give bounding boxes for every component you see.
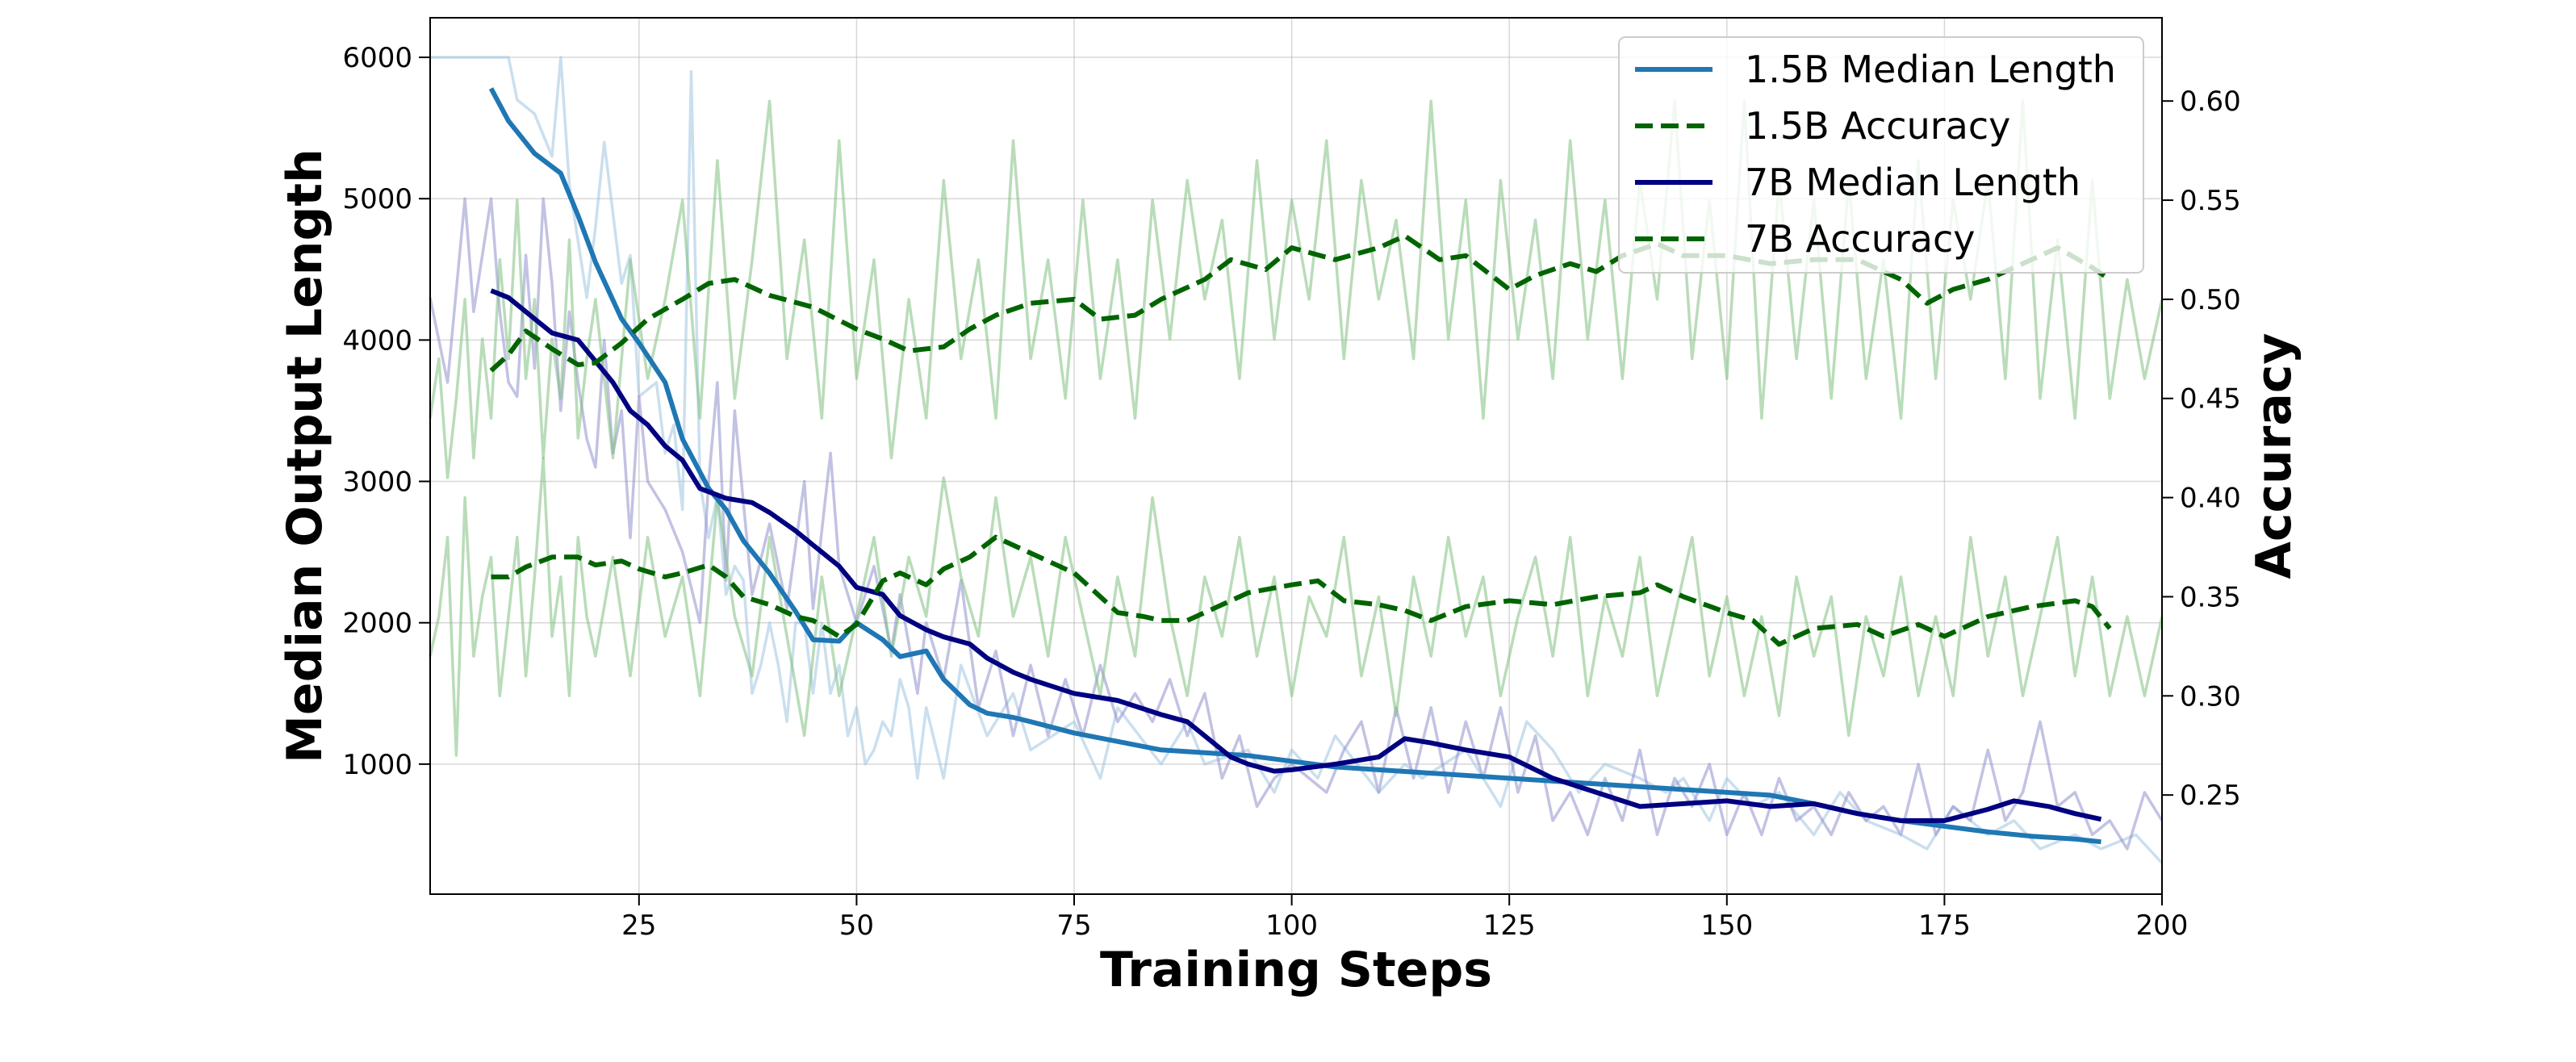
y-right-tick-label: 0.30: [2180, 680, 2241, 713]
raw-series-line-0: [430, 56, 2164, 864]
raw-series-line-1: [429, 197, 2164, 851]
x-tick-label: 125: [1483, 909, 1536, 942]
y-left-tick-label: 4000: [342, 324, 412, 357]
x-tick-label: 75: [1056, 909, 1091, 942]
y-right-tick-label: 0.40: [2180, 483, 2241, 515]
x-axis-ticks: 25 50 75 100 125 150 175 200: [621, 894, 2188, 942]
y-right-axis-label: Accuracy: [2246, 332, 2302, 579]
y-right-tick-label: 0.45: [2180, 383, 2241, 416]
series-line-3: [491, 534, 2112, 647]
y-right-axis-ticks: 0.25 0.30 0.35 0.40 0.45 0.50 0.55 0.60: [2162, 86, 2241, 812]
y-left-axis-ticks: 1000 2000 3000 4000 5000 6000: [342, 42, 430, 781]
y-left-tick-label: 2000: [342, 608, 412, 640]
x-tick-label: 100: [1265, 909, 1318, 942]
y-left-axis-label: Median Output Length: [277, 148, 333, 763]
x-tick-label: 25: [621, 909, 656, 942]
legend-label: 1.5B Median Length: [1745, 48, 2116, 91]
legend-label: 7B Accuracy: [1745, 217, 1975, 261]
y-right-tick-label: 0.25: [2180, 780, 2241, 812]
y-right-tick-label: 0.60: [2180, 86, 2241, 118]
y-right-tick-label: 0.35: [2180, 581, 2241, 613]
x-axis-label: Training Steps: [1100, 942, 1492, 998]
y-left-tick-label: 5000: [342, 183, 412, 215]
legend-box: [1618, 36, 2144, 274]
x-tick-label: 150: [1700, 909, 1753, 942]
series-line-0: [488, 87, 2101, 845]
x-tick-label: 200: [2136, 909, 2189, 942]
legend-label: 7B Median Length: [1745, 161, 2080, 204]
x-tick-label: 50: [839, 909, 874, 942]
legend: 1.5B Median Length 1.5B Accuracy 7B Median…: [1618, 36, 2144, 274]
series-line-1: [490, 288, 2102, 823]
legend-label: 1.5B Accuracy: [1745, 104, 2010, 148]
y-right-tick-label: 0.50: [2180, 284, 2241, 316]
y-left-tick-label: 6000: [342, 42, 412, 74]
x-tick-label: 175: [1918, 909, 1971, 942]
y-left-tick-label: 1000: [342, 749, 412, 781]
plot-frame: [429, 17, 2163, 895]
y-left-tick-label: 3000: [342, 466, 412, 499]
y-right-tick-label: 0.55: [2180, 185, 2241, 217]
